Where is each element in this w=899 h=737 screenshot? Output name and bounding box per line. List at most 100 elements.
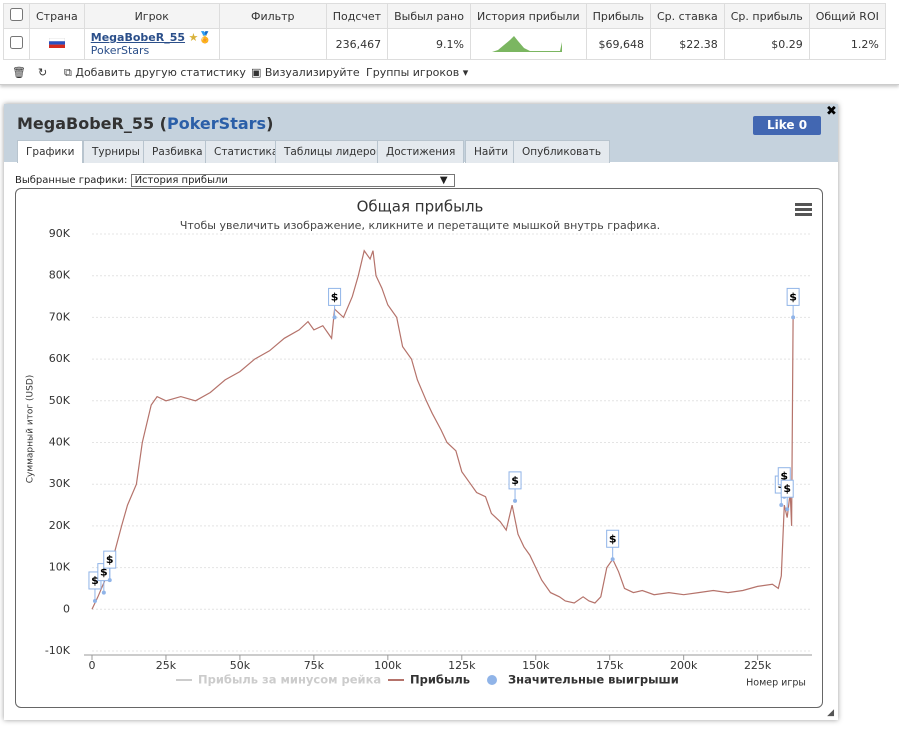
cell: 1.2% bbox=[808, 28, 886, 60]
visualize[interactable]: ▣ Визуализируйте bbox=[251, 66, 360, 79]
win-point bbox=[791, 315, 796, 320]
y-tick-label: 60K bbox=[49, 352, 71, 365]
panel-header: MegaBobeR_55 (PokerStars) Like 0 ✖ Графи… bbox=[4, 104, 838, 163]
refresh-icon[interactable]: ↻ bbox=[38, 66, 48, 79]
stats-table: Страна Игрок Фильтр Подсчет Выбыл рано Истори… bbox=[3, 3, 886, 60]
player-panel: MegaBobeR_55 (PokerStars) Like 0 ✖ Графи… bbox=[4, 104, 838, 720]
column-header[interactable]: История прибыли bbox=[469, 3, 587, 29]
flag-label: $ bbox=[91, 574, 99, 587]
win-flag: $ bbox=[606, 529, 620, 562]
legend-item: Прибыль bbox=[410, 673, 470, 687]
column-header[interactable]: Игрок bbox=[83, 3, 220, 29]
column-header[interactable]: Прибыль bbox=[585, 3, 652, 29]
select-all[interactable] bbox=[3, 3, 30, 29]
column-header[interactable]: Страна bbox=[29, 3, 85, 29]
flag bbox=[48, 37, 66, 48]
cell: 236,467 bbox=[325, 28, 389, 60]
flag-box bbox=[780, 479, 794, 498]
x-tick-label: 125k bbox=[448, 659, 476, 672]
win-flag: $ bbox=[508, 471, 522, 503]
chart-selector[interactable]: История прибыли ▼ bbox=[130, 174, 455, 187]
win-point bbox=[785, 507, 790, 512]
player-link[interactable]: MegaBobeR_55 bbox=[90, 31, 186, 44]
y-tick-label: 50K bbox=[49, 394, 71, 407]
tab[interactable]: Достижения bbox=[377, 140, 465, 163]
flag-label: $ bbox=[789, 290, 797, 303]
y-tick-label: 20K bbox=[49, 519, 71, 532]
stats-table-area: Страна Игрок Фильтр Подсчет Выбыл рано Истори… bbox=[0, 0, 899, 85]
column-header[interactable]: Фильтр bbox=[218, 3, 327, 29]
cell: $22.38 bbox=[650, 28, 725, 60]
x-tick-label: 225k bbox=[744, 659, 772, 672]
tab[interactable]: Опубликовать bbox=[513, 140, 611, 163]
menu-button[interactable] bbox=[795, 203, 812, 216]
column-header[interactable]: Ср. прибыль bbox=[723, 3, 810, 29]
flag-label: $ bbox=[511, 474, 519, 487]
x-tick-label: 50k bbox=[230, 659, 251, 672]
cell: $69,648 bbox=[585, 28, 652, 60]
win-point bbox=[779, 503, 784, 508]
filter-cell bbox=[218, 28, 327, 60]
flag-label: $ bbox=[100, 566, 108, 579]
resize-handle[interactable]: ◢ bbox=[827, 708, 834, 718]
y-tick-label: 80K bbox=[49, 269, 71, 282]
x-tick-label: 100k bbox=[374, 659, 402, 672]
column-header[interactable]: Выбыл рано bbox=[387, 3, 471, 29]
column-header[interactable]: Подсчет bbox=[325, 3, 389, 29]
y-tick-label: 90K bbox=[49, 227, 71, 240]
close-button[interactable]: ✖ bbox=[826, 104, 837, 119]
x-tick-label: 0 bbox=[89, 659, 96, 672]
panel-site[interactable]: PokerStars bbox=[167, 114, 267, 133]
y-tick-label: 0 bbox=[63, 602, 70, 615]
flag-box bbox=[328, 287, 342, 306]
win-point bbox=[610, 557, 615, 562]
tab[interactable]: Таблицы лидеров bbox=[275, 140, 392, 163]
column-header[interactable]: Ср. ставка bbox=[650, 3, 725, 29]
row-checkbox[interactable] bbox=[10, 36, 23, 49]
cell: 9.1% bbox=[387, 28, 471, 60]
chart-container: Общая прибыль Чтобы увеличить изображени… bbox=[15, 188, 823, 708]
win-flag: $ bbox=[328, 287, 342, 320]
y-axis-title: Суммарный итог (USD) bbox=[26, 375, 36, 484]
y-tick-label: 10K bbox=[49, 561, 71, 574]
flag-label: $ bbox=[609, 532, 617, 545]
x-tick-label: 75k bbox=[304, 659, 325, 672]
x-tick-label: 25k bbox=[156, 659, 177, 672]
y-tick-label: 40K bbox=[49, 436, 71, 449]
tab[interactable]: Статистика bbox=[205, 140, 288, 163]
legend-item: Прибыль за минусом рейка bbox=[198, 673, 381, 687]
chart-subtitle: Чтобы увеличить изображение, кликните и … bbox=[180, 219, 660, 232]
flag-box bbox=[508, 471, 522, 490]
win-flag: $ bbox=[103, 550, 117, 583]
like-button[interactable]: Like 0 bbox=[753, 116, 821, 135]
flag-label: $ bbox=[106, 553, 114, 566]
chart: Общая прибыль Чтобы увеличить изображени… bbox=[26, 198, 812, 689]
win-point bbox=[107, 578, 112, 583]
delete-icon[interactable]: 🗑 bbox=[12, 66, 26, 79]
player-groups[interactable]: Группы игроков ▾ bbox=[366, 66, 469, 79]
win-point bbox=[332, 315, 337, 320]
x-tick-label: 175k bbox=[596, 659, 624, 672]
flag-box bbox=[786, 287, 800, 306]
win-flag: $ bbox=[786, 287, 800, 320]
tab[interactable]: Разбивка bbox=[143, 140, 212, 163]
flag-label: $ bbox=[783, 482, 791, 495]
profit-line bbox=[91, 249, 794, 610]
win-point bbox=[92, 598, 97, 603]
legend-item: Значительные выигрыши bbox=[508, 673, 679, 687]
chart-title: Общая прибыль bbox=[357, 198, 484, 216]
site-link[interactable]: PokerStars bbox=[90, 44, 150, 57]
x-tick-label: 200k bbox=[670, 659, 698, 672]
y-tick-label: 30K bbox=[49, 477, 71, 490]
tab[interactable]: Найти bbox=[465, 140, 518, 163]
tab[interactable]: Турниры bbox=[83, 140, 149, 163]
cell: $0.29 bbox=[723, 28, 810, 60]
tab[interactable]: Графики bbox=[17, 140, 84, 163]
win-point bbox=[513, 498, 518, 503]
y-tick-label: -10K bbox=[45, 644, 71, 657]
add-stat[interactable]: ⧉ Добавить другую статистику bbox=[64, 66, 246, 79]
x-tick-label: 150k bbox=[522, 659, 550, 672]
column-header[interactable]: Общий ROI bbox=[808, 3, 886, 29]
win-point bbox=[101, 590, 106, 595]
